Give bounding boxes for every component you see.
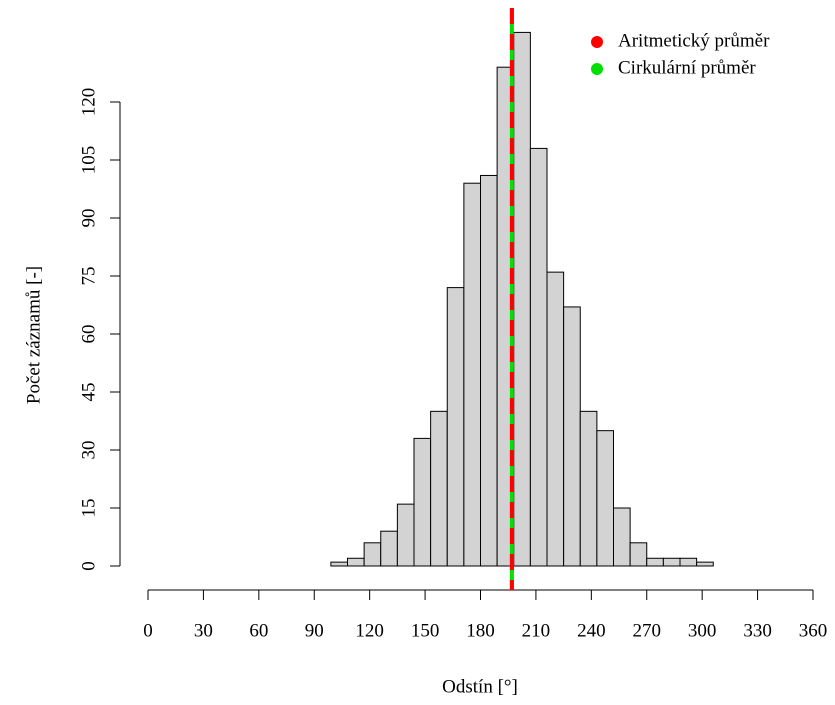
bar [463,182,481,567]
bar [480,174,498,567]
y-tick-label: 60 [78,325,99,344]
bar [629,542,648,567]
bar [596,430,614,567]
y-tick-label: 0 [78,561,99,571]
bar [563,306,581,567]
y-tick-label: 105 [78,146,99,175]
y-tick-label: 75 [78,267,99,286]
bar [529,147,548,567]
x-tick-label: 60 [249,620,268,641]
bar [413,437,432,567]
bar [546,271,565,567]
y-tick-label: 120 [78,88,99,117]
bar [679,557,698,567]
legend-label: Cirkulární průměr [618,57,756,78]
bar [613,507,631,567]
y-tick-label: 90 [78,209,99,228]
bar [396,503,415,567]
x-tick-label: 180 [466,620,495,641]
bar [330,561,348,567]
bar [347,557,365,567]
bar [696,561,714,567]
y-axis-label: Počet záznamů [-] [23,266,44,404]
x-tick-label: 300 [688,620,717,641]
x-tick-label: 330 [743,620,772,641]
y-tick-label: 15 [78,499,99,518]
bar [513,31,531,567]
legend-label: Aritmetický průměr [618,30,770,51]
bar [579,410,598,567]
bar [446,287,465,567]
bar [363,542,382,567]
bar [662,557,681,567]
y-tick-label: 30 [78,441,99,460]
bar [380,530,398,567]
x-tick-label: 30 [194,620,213,641]
x-tick-label: 90 [305,620,324,641]
x-tick-label: 240 [577,620,606,641]
x-axis-label: Odstín [°] [442,676,518,697]
bar [430,410,448,567]
x-tick-label: 0 [143,620,153,641]
x-tick-label: 360 [799,620,828,641]
x-tick-label: 120 [355,620,384,641]
x-tick-label: 210 [522,620,551,641]
x-tick-label: 270 [633,620,662,641]
bar [646,557,664,567]
legend-marker [591,63,603,75]
y-tick-label: 45 [78,383,99,402]
legend-marker [591,36,603,48]
x-tick-label: 150 [411,620,440,641]
